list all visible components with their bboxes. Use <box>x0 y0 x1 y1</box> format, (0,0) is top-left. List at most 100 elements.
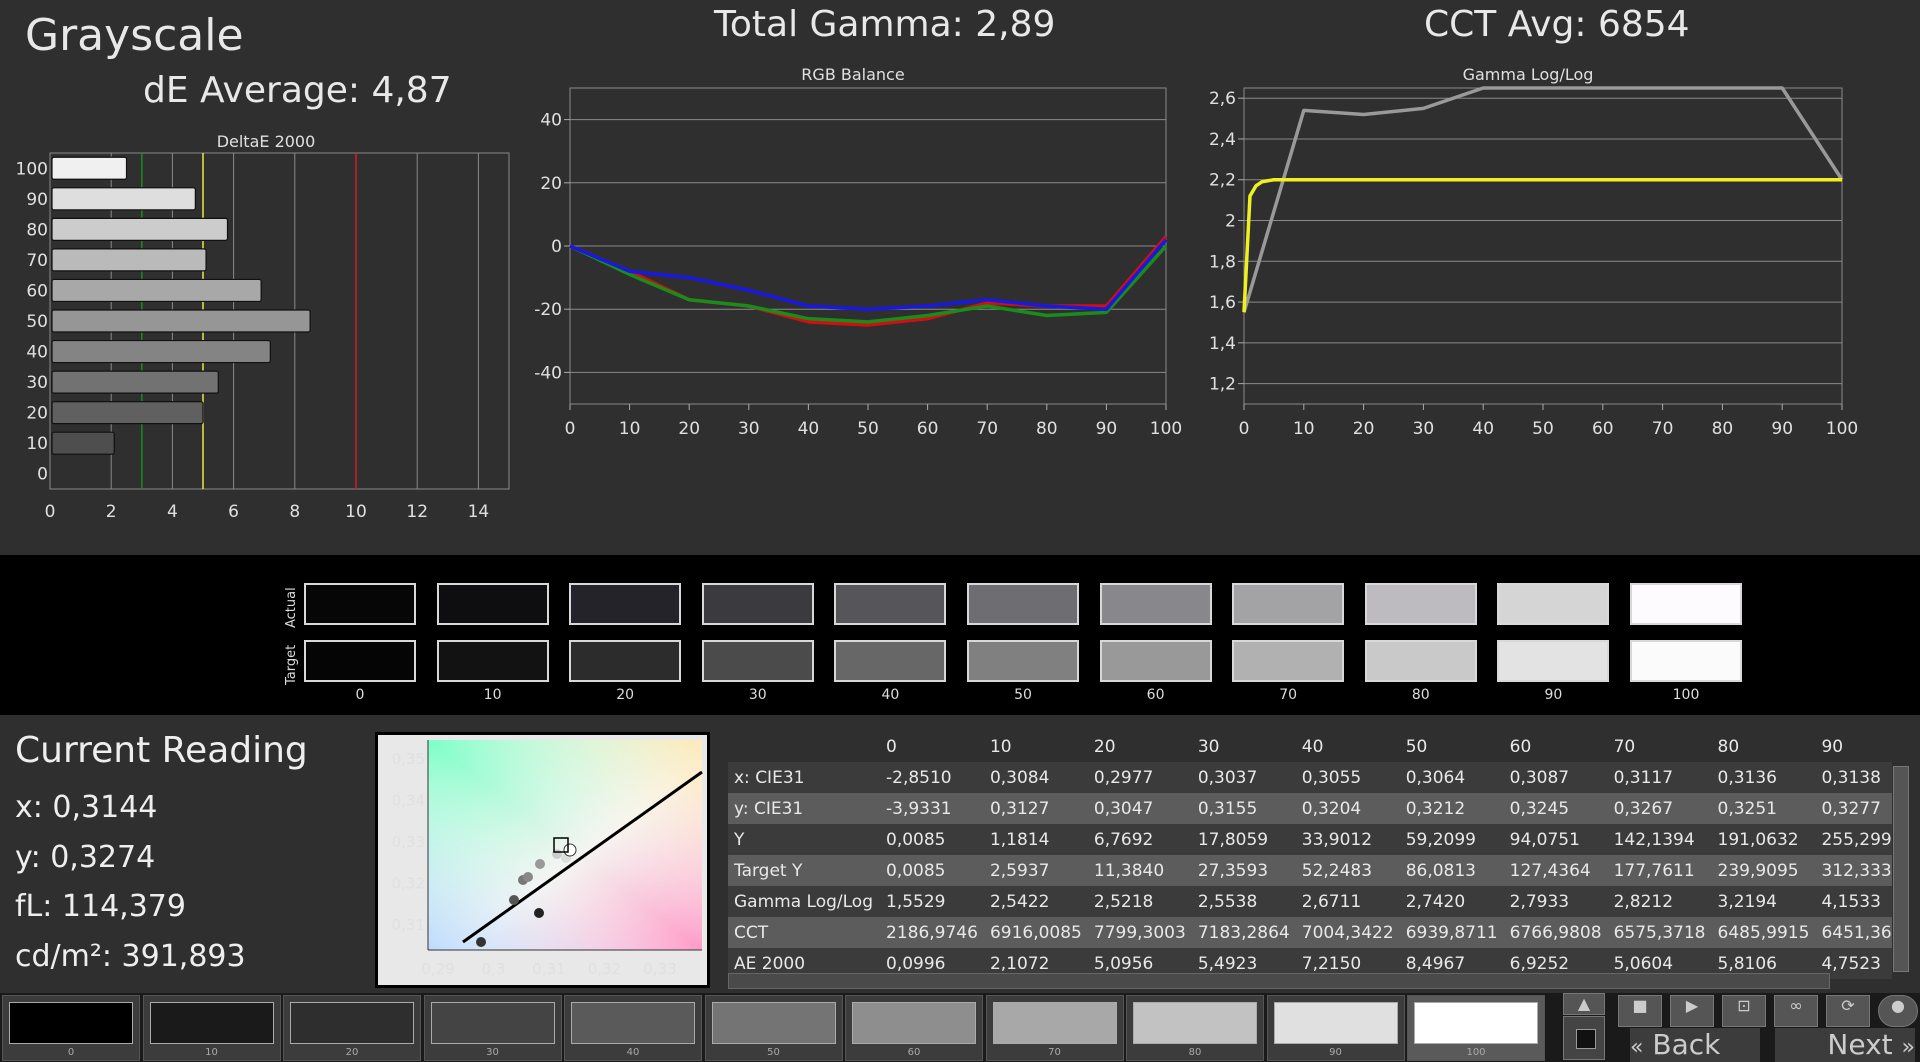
gamma-x-tick: 60 <box>1592 419 1614 439</box>
table-cell: 7799,3003 <box>1093 922 1186 943</box>
deltae-y-tick: 70 <box>26 251 48 271</box>
table-cell: 52,2483 <box>1301 860 1373 881</box>
table-cell: 4,1533 <box>1821 891 1881 912</box>
rgb-balance-y-tick: 40 <box>540 111 562 131</box>
table-cell: 0,3084 <box>989 767 1050 788</box>
rgb-balance-x-tick: 100 <box>1150 419 1182 439</box>
swatch-label: 20 <box>616 687 635 703</box>
patch-button-40[interactable]: 40 <box>564 995 702 1061</box>
patch-label: 70 <box>1048 1047 1061 1058</box>
deltae-y-tick: 10 <box>26 434 48 454</box>
swatch-label: 30 <box>748 687 767 703</box>
row-label: AE 2000 <box>734 953 806 974</box>
reading-x: x: 0,3144 <box>15 790 158 825</box>
patch-preview <box>1414 1002 1538 1044</box>
table-cell: 11,3840 <box>1093 860 1165 881</box>
gamma-chart: Gamma Log/Log 2,6 2,4 2,2 2 1,8 1,6 1,4 1,2 0 10 2… <box>1209 65 1858 439</box>
target-swatch <box>701 640 814 682</box>
table-cell: 0,3277 <box>1821 798 1881 819</box>
settings-icon-button[interactable]: ● <box>1878 995 1918 1027</box>
actual-label: Actual <box>284 587 299 628</box>
deltae-x-tick: 2 <box>106 502 117 522</box>
table-scrollbar-vertical[interactable] <box>1893 766 1909 972</box>
table-cell: 2,7420 <box>1405 891 1466 912</box>
table-cell: 6939,8711 <box>1405 922 1498 943</box>
table-cell: 0,3136 <box>1717 767 1777 788</box>
patch-preview <box>711 1002 836 1044</box>
table-cell: 0,3117 <box>1613 767 1674 788</box>
table-cell: 127,4364 <box>1509 860 1591 881</box>
table-cell: 3,2194 <box>1717 891 1777 912</box>
rgb-balance-x-tick: 80 <box>1036 419 1058 439</box>
table-cell: 7183,2864 <box>1197 922 1290 943</box>
deltae-bar <box>51 156 128 180</box>
stop-record-button[interactable] <box>1563 1016 1605 1060</box>
patch-button-90[interactable]: 90 <box>1266 995 1405 1061</box>
target-swatch <box>1364 640 1477 682</box>
rgb-balance-chart: RGB Balance 40 20 0 -20 -40 0 10 20 30 40 50 60 70 80… <box>534 65 1182 439</box>
rgb-balance-y-tick: -20 <box>534 300 562 320</box>
rgb-balance-series-line <box>569 238 1168 311</box>
reading-cdm2: cd/m²: 391,893 <box>15 939 246 974</box>
target-swatch <box>967 640 1079 682</box>
table-cell: 0,3037 <box>1197 767 1258 788</box>
target-swatch <box>569 640 682 682</box>
table-cell: 0,0085 <box>886 860 946 881</box>
column-header: 90 <box>1821 736 1844 757</box>
up-button[interactable]: ▲ <box>1563 993 1605 1015</box>
patch-button-30[interactable]: 30 <box>423 995 562 1061</box>
table-row: CCT 2186,9746 6916,0085 7799,3003 7183,2864 7… <box>728 917 1892 948</box>
table-cell: -2,8510 <box>886 767 952 788</box>
patch-button-10[interactable]: 10 <box>142 995 281 1061</box>
table-cell: 2,5937 <box>989 860 1050 881</box>
table-cell: 0,0085 <box>886 829 946 850</box>
table-cell: 0,3251 <box>1717 798 1777 819</box>
table-row: Gamma Log/Log 1,5529 2,5422 2,5218 2,5538 2,6… <box>728 886 1892 917</box>
fit-icon-button[interactable]: ⊡ <box>1722 995 1766 1027</box>
reading-y: y: 0,3274 <box>15 840 156 875</box>
table-cell: 2,5538 <box>1197 891 1258 912</box>
rgb-balance-y-tick: -40 <box>534 363 562 383</box>
swatch-label: 0 <box>355 687 365 703</box>
rgb-balance-y-tick: 0 <box>551 237 562 257</box>
table-cell: 8,4967 <box>1405 953 1466 974</box>
table-scrollbar-horizontal[interactable] <box>728 973 1830 989</box>
cie-x-tick: 0,32 <box>588 960 621 978</box>
actual-swatch <box>1099 583 1212 625</box>
patch-button-20[interactable]: 20 <box>283 995 421 1061</box>
loop-icon-button[interactable]: ∞ <box>1774 995 1818 1027</box>
stop-icon-button[interactable]: ■ <box>1618 995 1662 1027</box>
patch-button-70[interactable]: 70 <box>985 995 1124 1061</box>
row-label: Gamma Log/Log <box>734 891 873 912</box>
deltae-x-tick: 10 <box>345 502 367 522</box>
row-label: CCT <box>734 922 769 943</box>
rgb-balance-y-tick: 20 <box>540 174 562 194</box>
de-average: dE Average: 4,87 <box>143 70 452 111</box>
patch-button-50[interactable]: 50 <box>704 995 843 1061</box>
row-label: y: CIE31 <box>734 798 804 819</box>
table-cell: 59,2099 <box>1405 829 1476 850</box>
gamma-y-tick: 2,6 <box>1209 89 1236 109</box>
patch-button-0[interactable]: 0 <box>2 995 140 1061</box>
back-button[interactable]: « Back <box>1630 1028 1760 1062</box>
patch-button-80[interactable]: 80 <box>1126 995 1264 1061</box>
gamma-chart-title: Gamma Log/Log <box>1463 65 1594 84</box>
next-button[interactable]: Next » <box>1775 1028 1915 1062</box>
deltae-chart: DeltaE 2000 0 2 4 6 8 10 12 1410090807060504030… <box>16 132 510 522</box>
rgb-balance-x-tick: 50 <box>857 419 879 439</box>
patch-button-60[interactable]: 60 <box>845 995 983 1061</box>
refresh-icon-button[interactable]: ⟳ <box>1826 995 1870 1027</box>
deltae-chart-title: DeltaE 2000 <box>217 132 316 151</box>
column-header: 40 <box>1301 736 1324 757</box>
actual-swatch <box>1497 583 1610 625</box>
play-icon-button[interactable]: ▶ <box>1670 995 1714 1027</box>
column-header: 70 <box>1613 736 1636 757</box>
deltae-y-tick: 50 <box>26 312 48 332</box>
patch-button-100[interactable]: 100 <box>1407 995 1545 1061</box>
table-cell: 142,1394 <box>1613 829 1695 850</box>
column-header: 30 <box>1197 736 1220 757</box>
patch-preview <box>852 1002 976 1044</box>
deltae-bar <box>51 187 196 211</box>
swatch-panel: Actual Target 0 10 20 30 40 50 60 70 80 90 100 <box>0 555 1920 715</box>
gamma-series-line <box>1242 86 1844 313</box>
